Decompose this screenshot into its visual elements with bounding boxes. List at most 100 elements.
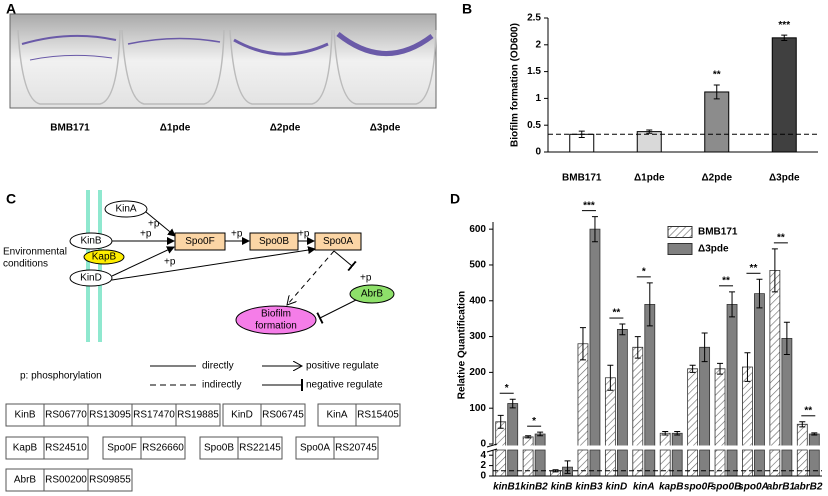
x-tick-label: spo0A	[738, 482, 769, 493]
table-cell	[237, 436, 283, 460]
x-tick-label: abrB2	[794, 482, 823, 493]
y-tick-label: 1	[535, 93, 541, 104]
y-tick-label: 500	[469, 260, 486, 271]
legend-text: indirectly	[202, 380, 241, 391]
nodes: KinA KinB KapB KinD Spo0F Spo0B Spo0A Ab…	[69, 200, 395, 335]
table-text: RS13095	[89, 410, 131, 421]
table-text: RS15405	[357, 410, 399, 421]
table-cell	[43, 436, 89, 460]
table-text: RS06745	[262, 410, 304, 421]
caption: Δ1pde	[160, 123, 191, 134]
axis-break	[487, 445, 822, 450]
bar	[769, 269, 781, 477]
significance: *	[532, 416, 536, 427]
table-text: RS06770	[45, 410, 87, 421]
error-bar	[811, 432, 818, 436]
table-text: KapB	[13, 443, 38, 454]
node	[69, 232, 113, 250]
bar	[742, 366, 753, 477]
error-bar	[717, 362, 724, 375]
tubes	[17, 29, 437, 105]
legend-swatch	[667, 226, 693, 238]
x-tick-label: kinB	[551, 482, 573, 493]
table-text: RS09855	[89, 475, 131, 486]
table-text: AbrB	[14, 475, 37, 486]
stain	[127, 37, 221, 45]
significance: *	[505, 383, 509, 394]
node-label: AbrB	[361, 289, 384, 300]
node-label: Spo0F	[185, 236, 214, 247]
y-tick-label: 300	[469, 331, 486, 342]
significance: ***	[583, 200, 595, 211]
error-bar	[729, 291, 736, 318]
photo-frame	[9, 13, 437, 109]
node	[69, 269, 113, 287]
legend-text: positive regulate	[306, 361, 379, 372]
edge-label: +p	[231, 229, 243, 240]
tube	[121, 29, 225, 105]
error-bar	[674, 430, 681, 436]
stain	[233, 38, 329, 56]
error-bar	[564, 460, 571, 474]
node-label: Spo0A	[323, 236, 353, 247]
bar	[671, 432, 683, 477]
x-tick-label: spo0B	[711, 482, 742, 493]
x-tick-label: kinB1	[493, 482, 521, 493]
table-text: RS00200	[45, 475, 87, 486]
node-label: KinB	[80, 236, 101, 247]
x-tick-label: spo0F	[684, 482, 714, 493]
env-label: conditions	[3, 259, 48, 270]
bar	[699, 346, 711, 477]
legend-text: negative regulate	[306, 380, 383, 391]
legend-label: BMB171	[698, 227, 738, 238]
x-tick-label: Δ3pde	[769, 173, 800, 184]
edge	[287, 250, 335, 305]
env-label: Environmental	[3, 247, 67, 258]
table-cell	[355, 403, 401, 427]
bar	[589, 228, 601, 477]
y-tick-label: 2.5	[527, 13, 541, 24]
significance: *	[642, 267, 646, 278]
y-tick-label: 0	[535, 147, 541, 158]
error-bar	[497, 414, 504, 429]
bar	[808, 433, 820, 477]
table-text: Spo0A	[300, 443, 330, 454]
y-axis-label: Relative Quantification	[457, 291, 468, 399]
panel-label: B	[462, 1, 472, 17]
y-tick-label: 4	[480, 450, 486, 461]
node-label: KapB	[92, 252, 117, 263]
table-text: RS24510	[45, 443, 87, 454]
membrane	[86, 190, 90, 342]
error-bar	[771, 248, 778, 293]
bar	[507, 403, 519, 477]
significance: **	[777, 232, 785, 243]
x-tick-label: Δ1pde	[634, 173, 665, 184]
significance: **	[713, 70, 721, 81]
legend-text: p: phosphorylation	[20, 371, 102, 382]
panel-label: C	[6, 191, 16, 207]
x-tick-label: kinB2	[521, 482, 549, 493]
legend-swatch	[667, 243, 693, 255]
table-cell	[175, 403, 221, 427]
edge-label: +p	[140, 229, 152, 240]
table-text: RS17470	[133, 410, 175, 421]
table-text: RS19885	[177, 410, 219, 421]
caption: BMB171	[50, 123, 90, 134]
stain	[29, 54, 113, 61]
table-text: RS20745	[335, 443, 377, 454]
error-bar	[799, 421, 806, 428]
y-tick-label: 1.5	[527, 66, 541, 77]
node	[235, 305, 317, 335]
legend-label: Δ3pde	[698, 244, 729, 255]
bar	[796, 423, 808, 477]
y-tick-label: 0	[480, 471, 486, 482]
node	[349, 284, 395, 304]
table-text: KinA	[326, 410, 347, 421]
edge	[145, 211, 176, 237]
significance: **	[750, 263, 758, 274]
tube	[229, 29, 333, 105]
node	[104, 200, 148, 218]
error-bar	[537, 431, 544, 437]
error-bar	[509, 398, 516, 409]
node-label: Biofilm	[261, 309, 291, 320]
